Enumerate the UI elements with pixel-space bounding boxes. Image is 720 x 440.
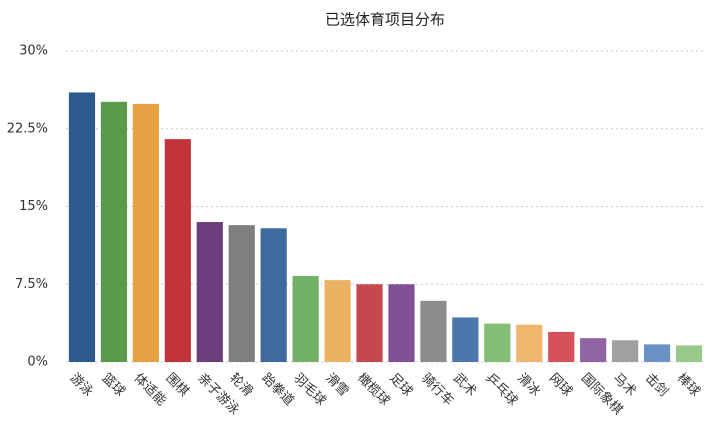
bar bbox=[516, 324, 543, 362]
x-tick-label: 击剑 bbox=[642, 370, 672, 400]
x-tick-label: 游泳 bbox=[67, 371, 96, 400]
bar bbox=[452, 317, 479, 362]
bar bbox=[420, 300, 447, 362]
x-tick-label: 棒球 bbox=[674, 371, 703, 400]
bar bbox=[132, 103, 159, 363]
bar bbox=[196, 222, 223, 362]
y-tick-label: 15% bbox=[19, 199, 48, 214]
bar bbox=[228, 225, 255, 362]
bar bbox=[580, 338, 607, 362]
x-tick-label: 骑行车 bbox=[418, 370, 457, 409]
x-tick-label: 网球 bbox=[546, 371, 575, 400]
x-tick-label: 橄榄球 bbox=[354, 370, 393, 409]
bar bbox=[356, 284, 383, 362]
x-tick-label: 羽毛球 bbox=[290, 371, 328, 409]
x-tick-label: 乒乓球 bbox=[482, 371, 520, 409]
y-tick-label: 7.5% bbox=[15, 277, 48, 292]
y-tick-label: 30% bbox=[19, 44, 48, 59]
bar bbox=[292, 275, 319, 362]
bar bbox=[612, 340, 639, 362]
x-tick-label: 跆拳道 bbox=[258, 370, 297, 409]
bar bbox=[675, 345, 703, 362]
bar bbox=[324, 280, 351, 362]
bar bbox=[388, 284, 415, 362]
bar bbox=[68, 92, 96, 362]
bar bbox=[100, 101, 128, 363]
x-tick-label: 篮球 bbox=[99, 371, 128, 400]
bar bbox=[548, 331, 575, 362]
bar bbox=[260, 228, 287, 362]
bar bbox=[484, 323, 511, 362]
bar bbox=[643, 344, 671, 362]
chart-title: 已选体育项目分布 bbox=[325, 11, 445, 29]
bar bbox=[164, 139, 191, 362]
x-tick-label: 体适能 bbox=[131, 371, 169, 409]
y-tick-label: 22.5% bbox=[7, 121, 48, 136]
y-tick-label: 0% bbox=[27, 355, 48, 370]
